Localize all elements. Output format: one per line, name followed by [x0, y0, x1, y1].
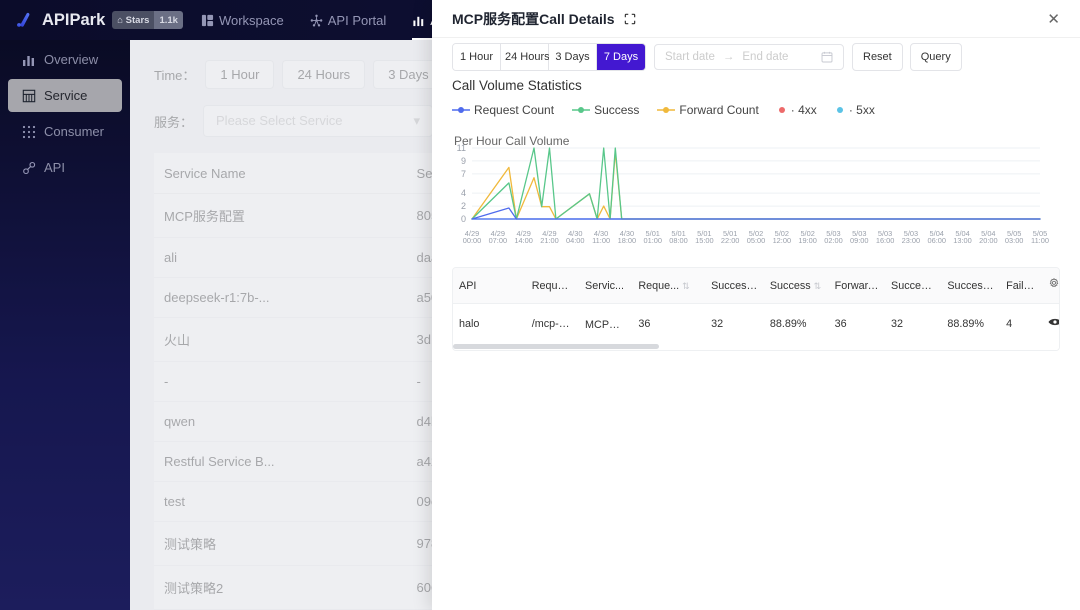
- svg-text:11:00: 11:00: [1031, 236, 1049, 244]
- svg-text:9: 9: [461, 156, 466, 166]
- svg-text:13:00: 13:00: [953, 236, 972, 244]
- svg-text:4: 4: [461, 188, 466, 198]
- svg-text:11:00: 11:00: [592, 236, 610, 244]
- svg-text:14:00: 14:00: [514, 236, 533, 244]
- svg-text:09:00: 09:00: [850, 236, 869, 244]
- svg-text:04:00: 04:00: [566, 236, 585, 244]
- svg-text:22:00: 22:00: [721, 236, 740, 244]
- svg-text:18:00: 18:00: [618, 236, 637, 244]
- svg-text:23:00: 23:00: [902, 236, 921, 244]
- svg-text:05:00: 05:00: [747, 236, 766, 244]
- svg-text:19:00: 19:00: [798, 236, 817, 244]
- svg-text:12:00: 12:00: [773, 236, 792, 244]
- svg-text:03:00: 03:00: [1005, 236, 1024, 244]
- svg-text:02:00: 02:00: [824, 236, 843, 244]
- svg-text:11: 11: [457, 143, 466, 153]
- svg-text:07:00: 07:00: [489, 236, 508, 244]
- svg-text:2: 2: [461, 201, 466, 211]
- svg-text:7: 7: [461, 169, 466, 179]
- svg-text:00:00: 00:00: [463, 236, 482, 244]
- svg-text:0: 0: [461, 214, 466, 224]
- svg-text:01:00: 01:00: [643, 236, 662, 244]
- svg-text:08:00: 08:00: [669, 236, 688, 244]
- svg-text:06:00: 06:00: [927, 236, 946, 244]
- svg-text:15:00: 15:00: [695, 236, 714, 244]
- svg-text:20:00: 20:00: [979, 236, 998, 244]
- svg-text:21:00: 21:00: [540, 236, 559, 244]
- svg-text:16:00: 16:00: [876, 236, 895, 244]
